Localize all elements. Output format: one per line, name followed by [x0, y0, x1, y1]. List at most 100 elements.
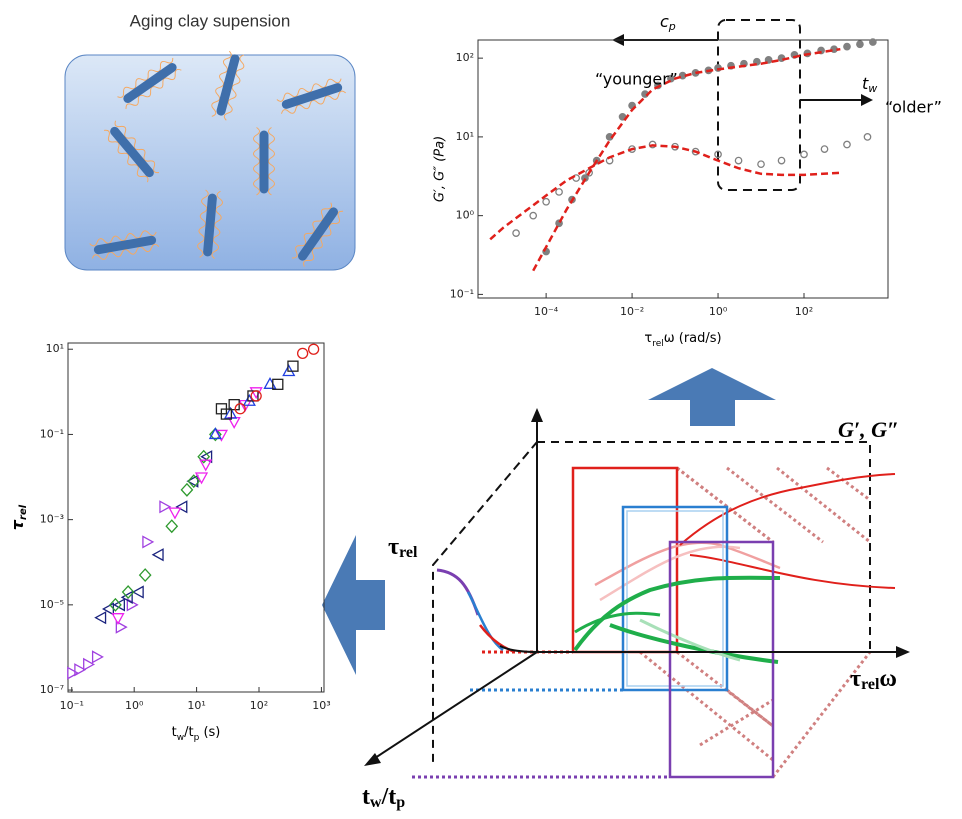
- fit-line: [533, 49, 840, 271]
- x-tick-label: 10⁻²: [620, 305, 644, 318]
- point: [844, 141, 850, 147]
- diagram-label: τrelω: [850, 666, 897, 693]
- x-tick-label: 10⁻⁴: [534, 305, 559, 318]
- x-tick-label: 10⁰: [125, 699, 144, 712]
- annotation-part: w: [868, 82, 877, 95]
- diagram-label-part: rel: [399, 544, 418, 561]
- x-tick-label: 10²: [795, 305, 813, 318]
- annotation: “older”: [885, 98, 942, 117]
- annotation: “younger”: [595, 70, 678, 89]
- diagram-label-part: w: [370, 794, 382, 811]
- y-axis-label: τrel: [8, 504, 30, 530]
- point: [513, 230, 519, 236]
- point: [114, 599, 124, 610]
- figure: Aging clay supension: [0, 0, 962, 819]
- y-tick-label: 10⁰: [456, 209, 475, 222]
- curve: [690, 555, 895, 588]
- point: [143, 536, 153, 547]
- y-tick-label: 10¹: [456, 130, 474, 143]
- diagram-label: tw/tp: [362, 784, 405, 811]
- frame-blue-inner: [627, 511, 723, 686]
- arrowhead: [896, 646, 910, 658]
- point: [153, 549, 163, 560]
- axis: [372, 652, 537, 760]
- plot-frame: [68, 343, 324, 692]
- point: [864, 134, 870, 140]
- y-tick-label: 10¹: [46, 342, 64, 355]
- arrowhead: [531, 408, 543, 422]
- point: [133, 587, 143, 598]
- point: [283, 366, 294, 376]
- point: [870, 39, 876, 45]
- x-axis-label-part: (s): [199, 725, 220, 740]
- diagram-label-part: G′, G″: [838, 417, 899, 442]
- diagram-label: τrel: [388, 534, 418, 561]
- fit-line: [490, 145, 840, 239]
- up-arrow: [648, 368, 776, 426]
- point: [778, 157, 784, 163]
- x-tick-label: 10¹: [187, 699, 205, 712]
- x-axis-label: tw/tp (s): [172, 725, 221, 743]
- y-tick-label: 10⁻³: [40, 513, 64, 526]
- annotation-part: c: [660, 12, 669, 31]
- point: [251, 391, 261, 401]
- diagram-label-part: p: [396, 794, 405, 811]
- x-axis-label-part: /t: [184, 725, 193, 740]
- y-tick-label: 10⁻⁷: [40, 683, 64, 696]
- x-tick-label: 10²: [250, 699, 268, 712]
- point: [169, 508, 180, 518]
- y-tick-label: 10⁻¹: [450, 287, 474, 300]
- point: [801, 151, 807, 157]
- point: [160, 501, 170, 512]
- y-tick-label: 10⁻⁵: [40, 598, 64, 611]
- x-tick-label: 10³: [312, 699, 330, 712]
- frame-blue: [623, 507, 727, 690]
- diagram-label-part: τ: [850, 666, 861, 692]
- point: [198, 451, 209, 463]
- y-tick-label: 10⁻¹: [40, 427, 64, 440]
- diagram-label-part: /t: [381, 784, 397, 810]
- x-axis-label-part: w: [177, 733, 184, 743]
- point: [140, 569, 151, 581]
- point: [298, 348, 308, 358]
- curve: [437, 570, 478, 615]
- y-axis-label-part: rel: [18, 504, 29, 520]
- diagram-label-part: ω: [879, 666, 897, 692]
- point: [857, 41, 863, 47]
- diagram: [364, 408, 910, 777]
- point: [758, 161, 764, 167]
- y-tick-label: 10²: [456, 51, 474, 64]
- point: [181, 484, 192, 496]
- x-axis-label: τrelω (rad/s): [644, 331, 721, 349]
- diagram-label-part: τ: [388, 534, 399, 560]
- arrowhead: [861, 94, 873, 106]
- x-axis-label-part: rel: [652, 339, 664, 349]
- left-arrow: [322, 535, 385, 675]
- diagram-label-part: rel: [861, 676, 880, 693]
- x-axis-label-part: ω (rad/s): [664, 331, 722, 346]
- point: [93, 651, 103, 662]
- illustration-title: Aging clay supension: [130, 11, 291, 30]
- point: [68, 668, 78, 679]
- x-tick-label: 10⁰: [709, 305, 728, 318]
- projection-lines: [640, 468, 870, 777]
- point: [735, 157, 741, 163]
- point: [96, 612, 106, 623]
- diagram-label: G′, G″: [838, 417, 899, 442]
- point: [844, 43, 850, 49]
- annotation-part: p: [668, 20, 676, 33]
- x-tick-label: 10⁻¹: [60, 699, 84, 712]
- point: [530, 212, 536, 218]
- diagram-label-part: t: [362, 784, 370, 810]
- annotation: tw: [862, 74, 877, 96]
- curve: [468, 592, 503, 650]
- x-axis-label-part: τ: [644, 331, 652, 346]
- point: [166, 520, 177, 532]
- point: [543, 199, 549, 205]
- point: [309, 344, 319, 354]
- annotation: cp: [660, 12, 676, 34]
- y-axis-label: G′, G″ (Pa): [433, 136, 448, 202]
- point: [821, 146, 827, 152]
- point: [556, 189, 562, 195]
- point: [177, 501, 187, 512]
